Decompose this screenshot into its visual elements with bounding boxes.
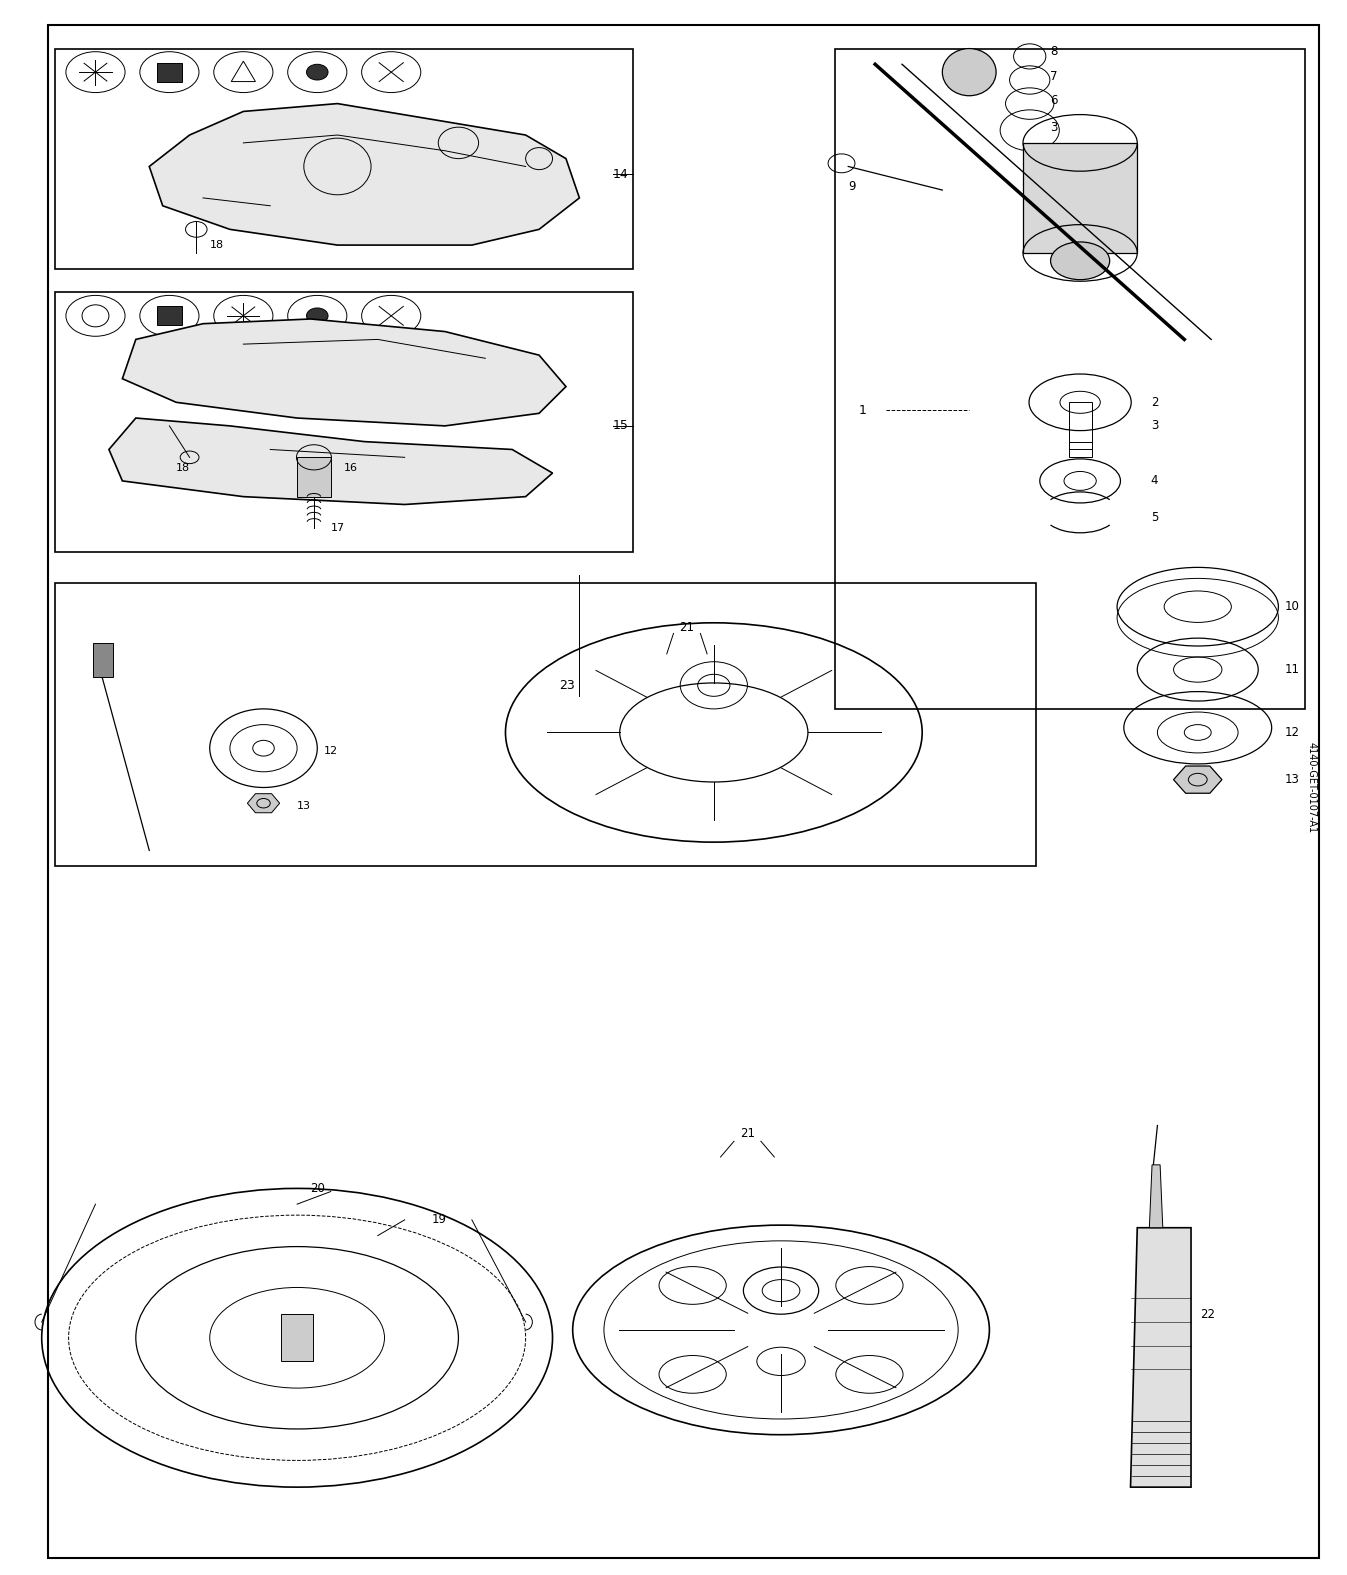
Text: 7: 7 (1049, 71, 1057, 83)
Polygon shape (1173, 765, 1222, 794)
Text: 1: 1 (859, 403, 867, 417)
Text: 18: 18 (176, 463, 190, 474)
Text: 13: 13 (298, 802, 311, 811)
Ellipse shape (943, 49, 997, 96)
Text: 16: 16 (345, 463, 358, 474)
Text: 19: 19 (431, 1213, 447, 1227)
Ellipse shape (307, 65, 329, 80)
Text: 13: 13 (1285, 773, 1300, 786)
Text: 20: 20 (311, 1181, 326, 1195)
Text: 23: 23 (559, 679, 575, 691)
Text: 15: 15 (613, 419, 629, 433)
Polygon shape (1130, 1228, 1191, 1487)
Bar (1022, 143, 1137, 254)
Ellipse shape (1051, 243, 1110, 280)
Text: 21: 21 (679, 621, 695, 633)
Bar (158, 63, 182, 82)
Text: 9: 9 (849, 181, 855, 194)
Bar (835, 49, 1305, 709)
Ellipse shape (307, 309, 329, 324)
Text: 14: 14 (613, 169, 629, 181)
Text: 3: 3 (1150, 419, 1158, 433)
Text: 5: 5 (1150, 510, 1158, 523)
Polygon shape (123, 320, 566, 425)
Text: 8: 8 (1049, 46, 1057, 58)
Text: 12: 12 (1285, 726, 1300, 739)
Text: 17: 17 (331, 523, 345, 532)
Bar (55, 293, 633, 551)
Bar (93, 643, 113, 677)
Text: 21: 21 (740, 1126, 754, 1140)
Text: 4: 4 (1150, 474, 1158, 487)
Text: 11: 11 (1285, 663, 1300, 676)
Text: 22: 22 (1200, 1307, 1215, 1321)
Text: 4140-GET-0107-A1: 4140-GET-0107-A1 (1307, 742, 1317, 833)
Text: 18: 18 (210, 239, 224, 250)
Bar (282, 1314, 314, 1361)
Bar (158, 307, 182, 326)
Polygon shape (109, 417, 552, 504)
Text: 10: 10 (1285, 600, 1300, 613)
Bar (55, 583, 1036, 866)
Polygon shape (150, 104, 579, 246)
Text: 3: 3 (1049, 121, 1057, 134)
Bar (298, 457, 331, 496)
Bar (1068, 402, 1091, 457)
Polygon shape (248, 794, 280, 813)
Bar (55, 49, 633, 269)
Polygon shape (1149, 1166, 1162, 1228)
Text: 2: 2 (1150, 395, 1158, 410)
Text: 12: 12 (325, 747, 338, 756)
Text: 6: 6 (1049, 94, 1057, 107)
